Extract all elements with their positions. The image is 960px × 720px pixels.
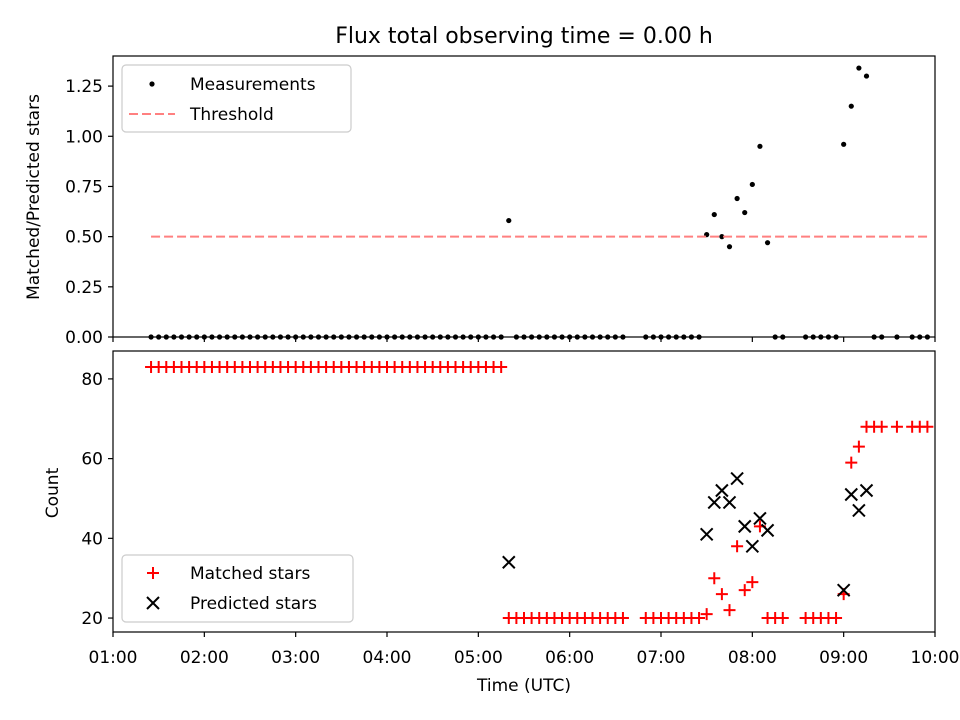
x-tick-label: 01:00 bbox=[89, 648, 138, 668]
bottom-panel-y-axis-label: Count bbox=[43, 467, 63, 518]
predicted-star-point bbox=[836, 583, 851, 597]
y-tick-label: 80 bbox=[81, 370, 103, 390]
predicted-star-point bbox=[745, 539, 760, 554]
matched-star-point bbox=[776, 612, 789, 625]
matched-star-point bbox=[875, 420, 888, 433]
matched-star-point bbox=[921, 420, 934, 433]
measurement-point bbox=[848, 103, 854, 109]
measurement-point bbox=[734, 195, 740, 202]
matched-star-point bbox=[852, 440, 865, 453]
measurement-point bbox=[726, 244, 733, 250]
predicted-star-point bbox=[715, 483, 729, 498]
top-panel-y-axis-label: Matched/Predicted stars bbox=[24, 94, 44, 300]
matched-star-point bbox=[830, 612, 843, 625]
x-tick-label: 03:00 bbox=[271, 648, 320, 668]
measurement-point bbox=[742, 209, 748, 216]
measurement-point bbox=[856, 65, 862, 71]
measurement-point bbox=[841, 141, 847, 147]
matched-star-point bbox=[708, 572, 721, 585]
plot-frame bbox=[112, 350, 936, 633]
measurement-point bbox=[749, 181, 755, 188]
matched-star-point bbox=[738, 584, 751, 597]
top-panel: Flux total observing time = 0.00 h 0.000… bbox=[24, 24, 936, 348]
y-tick-label: 20 bbox=[81, 609, 103, 629]
matched-star-point bbox=[746, 576, 759, 589]
y-tick-label: 40 bbox=[81, 529, 103, 549]
matched-star-point bbox=[845, 456, 858, 469]
predicted-star-point bbox=[760, 523, 775, 538]
predicted-star-point bbox=[753, 511, 767, 526]
y-tick-label: 1.25 bbox=[65, 77, 103, 97]
matched-star-point bbox=[890, 420, 903, 433]
matched-star-point bbox=[723, 604, 736, 617]
top-plot-area: 0.00 0.25 0.50 0.75 1.00 1.25 bbox=[65, 55, 936, 348]
bottom-legend-frame bbox=[121, 554, 354, 623]
measurements-legend-label: Measurements bbox=[190, 75, 316, 95]
x-tick-label: 06:00 bbox=[545, 648, 594, 668]
y-tick-label: 60 bbox=[81, 450, 103, 470]
bottom-legend: Matched stars Predicted stars bbox=[121, 554, 354, 623]
measurements-legend-marker bbox=[149, 81, 155, 87]
y-tick-label: 0.00 bbox=[65, 328, 103, 348]
measurement-point bbox=[506, 217, 512, 224]
measurement-point bbox=[719, 234, 725, 240]
predicted-star-point bbox=[699, 527, 714, 542]
predicted-star-point bbox=[852, 503, 866, 518]
x-tick-label: 07:00 bbox=[637, 648, 686, 668]
measurement-point bbox=[863, 73, 870, 79]
threshold-legend-label: Threshold bbox=[189, 105, 274, 125]
matched-stars-legend-label: Matched stars bbox=[190, 564, 310, 584]
predicted-star-point bbox=[859, 483, 874, 498]
y-tick-label: 0.25 bbox=[65, 278, 103, 298]
measurement-point bbox=[711, 211, 717, 218]
predicted-stars-legend-label: Predicted stars bbox=[190, 594, 317, 614]
predicted-star-point bbox=[722, 495, 737, 510]
bottom-panel: 01:00 02:00 03:00 04:00 05:00 06:00 07:00 08:00… bbox=[43, 350, 960, 696]
top-panel-title: Flux total observing time = 0.00 h bbox=[335, 24, 713, 49]
x-tick-label: 08:00 bbox=[728, 648, 777, 668]
matched-star-point bbox=[700, 608, 713, 621]
predicted-star-point bbox=[730, 471, 744, 486]
predicted-star-point bbox=[844, 487, 858, 502]
y-tick-label: 0.75 bbox=[65, 177, 103, 197]
y-tick-label: 1.00 bbox=[65, 127, 103, 147]
matched-stars-legend-marker bbox=[147, 567, 159, 579]
plot-frame bbox=[112, 55, 936, 338]
matched-star-point bbox=[731, 540, 744, 553]
x-tick-label: 10:00 bbox=[911, 648, 960, 668]
y-tick-label: 0.50 bbox=[65, 228, 103, 248]
measurement-point bbox=[764, 240, 771, 246]
matched-star-point bbox=[715, 588, 728, 601]
matched-star-point bbox=[495, 360, 508, 373]
matched-star-point bbox=[616, 612, 629, 625]
predicted-star-point bbox=[707, 495, 721, 510]
x-tick-label: 04:00 bbox=[363, 648, 412, 668]
top-legend: Measurements Threshold bbox=[121, 64, 352, 133]
predicted-star-point bbox=[502, 555, 516, 569]
x-tick-label: 09:00 bbox=[819, 648, 868, 668]
x-tick-label: 02:00 bbox=[180, 648, 229, 668]
x-tick-label: 05:00 bbox=[454, 648, 503, 668]
top-legend-frame bbox=[121, 64, 352, 133]
predicted-star-point bbox=[738, 519, 752, 534]
predicted-stars-legend-marker bbox=[146, 596, 160, 610]
bottom-plot-area: 01:00 02:00 03:00 04:00 05:00 06:00 07:00 08:00… bbox=[81, 350, 960, 668]
matched-star-point bbox=[693, 612, 706, 625]
measurement-point bbox=[757, 143, 763, 149]
bottom-panel-x-axis-label: Time (UTC) bbox=[476, 676, 571, 696]
